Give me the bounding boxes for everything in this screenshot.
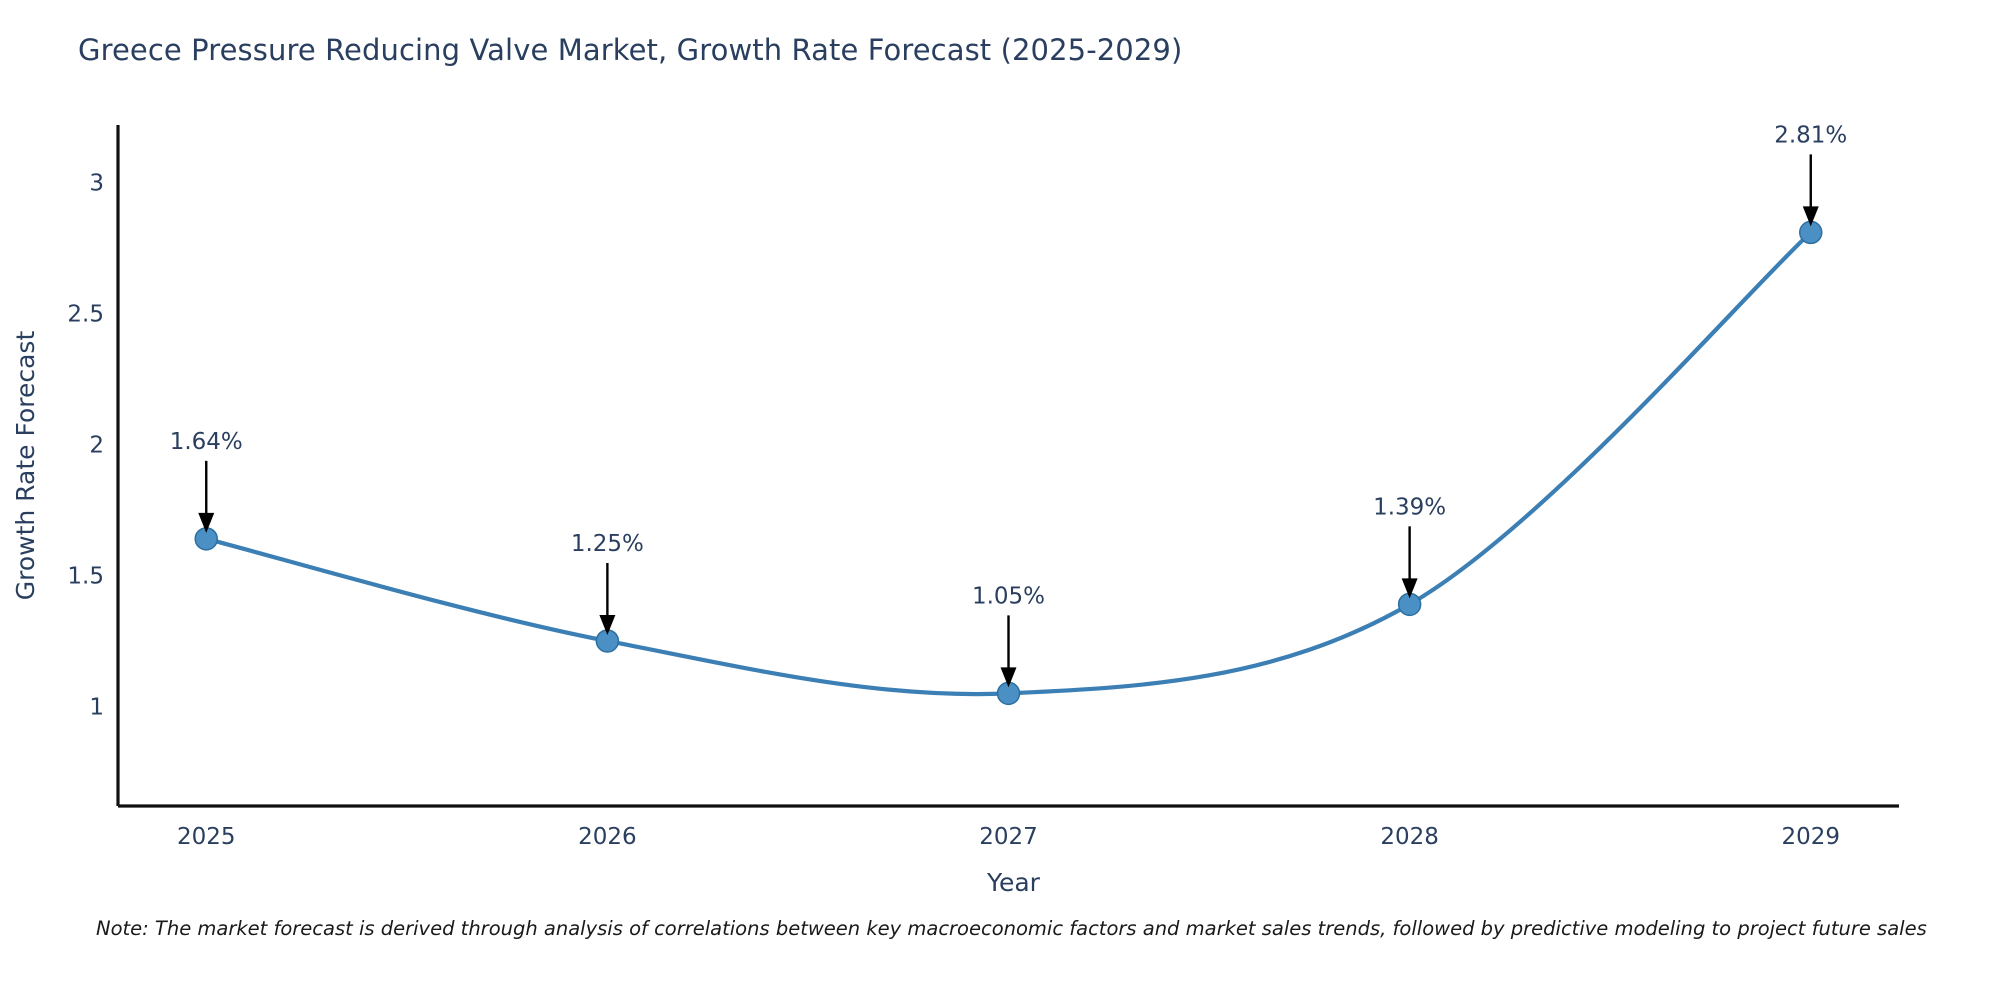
x-axis-tick-label: 2028 <box>1380 824 1439 850</box>
x-axis-tick-label: 2027 <box>979 824 1038 850</box>
y-axis-tick-label: 3 <box>89 171 104 197</box>
annotation-arrow-head <box>1401 578 1418 599</box>
data-point-label: 1.39% <box>1373 494 1446 520</box>
annotation-arrow-head <box>599 614 616 635</box>
data-point-annotations: 1.64% 1.25% 1.05% 1.39% 2.81% <box>170 122 1847 688</box>
y-axis-tick-labels: 1 1.5 2 2.5 3 <box>67 171 104 721</box>
data-point-label: 2.81% <box>1774 122 1847 148</box>
x-axis-tick-label: 2026 <box>578 824 637 850</box>
page-title: Greece Pressure Reducing Valve Market, G… <box>78 33 1183 67</box>
footnote: Note: The market forecast is derived thr… <box>96 917 1927 940</box>
y-axis-tick-label: 2 <box>89 433 104 459</box>
y-axis-tick-label: 1.5 <box>67 564 104 590</box>
annotation-arrow-head <box>1802 206 1819 227</box>
x-axis-tick-label: 2025 <box>177 824 236 850</box>
x-axis-title: Year <box>986 868 1041 897</box>
y-axis-tick-label: 2.5 <box>67 302 104 328</box>
y-axis-title: Growth Rate Forecast <box>11 331 40 601</box>
axes <box>116 125 1899 808</box>
data-point-label: 1.25% <box>571 531 644 557</box>
x-axis-tick-label: 2029 <box>1781 824 1840 850</box>
data-point-label: 1.64% <box>170 429 243 455</box>
data-point-label: 1.05% <box>972 583 1045 609</box>
y-axis-tick-label: 1 <box>89 694 104 720</box>
x-axis-tick-labels: 2025 2026 2027 2028 2029 <box>177 824 1840 850</box>
annotation-arrow-head <box>1000 667 1017 688</box>
annotation-arrow-head <box>198 512 215 533</box>
